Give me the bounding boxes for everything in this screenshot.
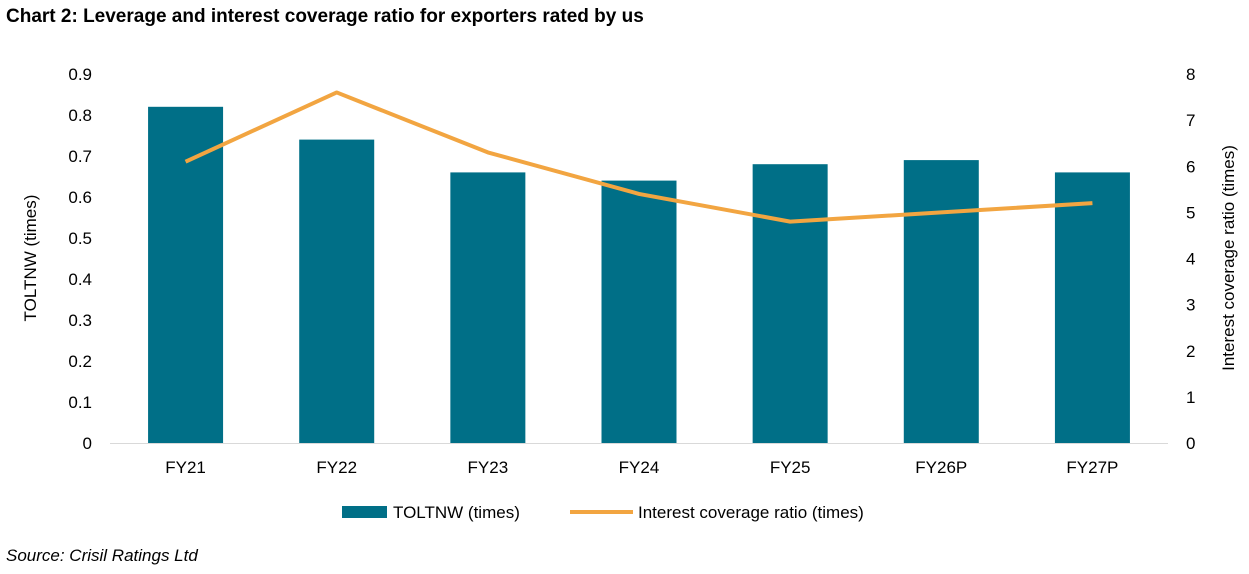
y2-tick-label: 2 — [1186, 342, 1195, 361]
y2-tick-label: 8 — [1186, 65, 1195, 84]
y-tick-label: 0.7 — [68, 147, 92, 166]
y2-tick-label: 4 — [1186, 250, 1195, 269]
y-tick-label: 0 — [83, 434, 92, 453]
bar-FY25 — [752, 164, 828, 443]
y-tick-label: 0.5 — [68, 229, 92, 248]
y-tick-label: 0.3 — [68, 311, 92, 330]
bar-FY23 — [450, 172, 526, 443]
legend-bar-swatch — [342, 506, 387, 518]
source-note: Source: Crisil Ratings Ltd — [6, 546, 198, 565]
x-tick-label: FY24 — [619, 458, 660, 477]
y-tick-label: 0.2 — [68, 352, 92, 371]
x-tick-label: FY25 — [770, 458, 811, 477]
y2-tick-label: 7 — [1186, 111, 1195, 130]
bar-FY26P — [903, 160, 979, 443]
bar-FY22 — [299, 139, 375, 443]
y-tick-label: 0.6 — [68, 188, 92, 207]
bar-FY27P — [1054, 172, 1130, 443]
x-tick-label: FY22 — [316, 458, 357, 477]
y-axis-label: TOLTNW (times) — [21, 195, 40, 322]
legend-label: TOLTNW (times) — [393, 503, 520, 522]
legend-label: Interest coverage ratio (times) — [638, 503, 864, 522]
x-tick-label: FY26P — [915, 458, 967, 477]
x-tick-label: FY23 — [468, 458, 509, 477]
x-tick-label: FY27P — [1066, 458, 1118, 477]
y-tick-label: 0.1 — [68, 393, 92, 412]
y2-tick-label: 3 — [1186, 296, 1195, 315]
y2-axis-label: Interest coverage ratio (times) — [1219, 145, 1238, 371]
x-tick-label: FY21 — [165, 458, 206, 477]
y2-tick-label: 6 — [1186, 157, 1195, 176]
y2-tick-label: 1 — [1186, 388, 1195, 407]
y-tick-label: 0.9 — [68, 65, 92, 84]
y-tick-label: 0.8 — [68, 106, 92, 125]
bar-FY21 — [148, 106, 224, 444]
y2-tick-label: 0 — [1186, 434, 1195, 453]
y-tick-label: 0.4 — [68, 270, 92, 289]
chart-title: Chart 2: Leverage and interest coverage … — [6, 6, 644, 27]
y2-tick-label: 5 — [1186, 203, 1195, 222]
bar-FY24 — [601, 180, 677, 443]
